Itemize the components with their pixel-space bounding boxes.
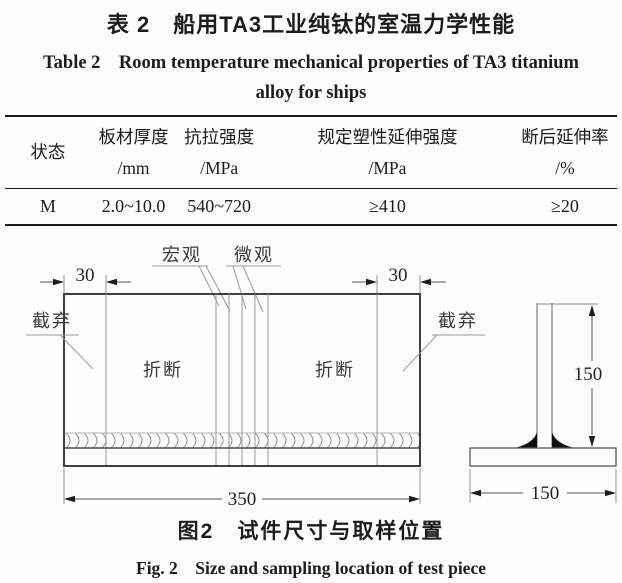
discard-label-right: 截弃 [402,311,485,372]
dim-350-value: 350 [228,489,257,509]
table-title-zh: 表 2 船用TA3工业纯钛的室温力学性能 [106,12,516,37]
col-header-label: 断后延伸率 [521,126,609,147]
dim-150-base: 150 [469,469,617,504]
dim-30-left: 30 [40,265,131,293]
col-header-state: 状态 [5,117,91,188]
arrowhead-icon [53,278,64,286]
label-break-left: 折断 [143,360,183,380]
sampling-labels: 宏观 微观 [152,245,281,313]
arrowhead-icon [605,489,616,497]
table-title-en-line1: Table 2 Room temperature mechanical prop… [43,53,579,73]
dim-150-height: 150 [537,303,603,447]
dim-30-right-value: 30 [389,265,408,286]
fillet-weld-right [552,432,574,448]
vertical-plate [536,303,553,447]
col-header-elongation: 断后延伸率 /% [513,117,617,188]
properties-table: 状态 板材厚度 /mm 抗拉强度 /MPa 规定塑性延伸强度 /MPa 断后延伸… [5,115,617,226]
figure-caption-zh: 图2 试件尺寸与取样位置 [177,520,445,543]
dim-350: 350 [63,468,421,509]
dim-30-left-value: 30 [76,265,95,286]
dim-150-base-value: 150 [531,483,560,504]
col-header-label: 状态 [30,142,66,162]
col-header-unit: /% [555,157,575,178]
col-header-unit: /MPa [368,157,407,178]
cell-tensile: 540~720 [187,196,252,216]
col-header-unit: /mm [117,157,150,178]
cell-proof-strength: ≥410 [369,196,406,216]
tee-joint [469,303,617,467]
dim-150-height-value: 150 [574,364,603,385]
arrowhead-icon [588,305,596,316]
label-micro: 微观 [234,245,274,265]
arrowhead-icon [470,489,481,497]
table-title-en-line2: alloy for ships [255,83,367,103]
weld-seam [65,432,419,449]
arrowhead-icon [409,495,420,503]
arrowhead-icon [588,436,596,447]
col-header-thickness: 板材厚度 /mm [91,117,177,188]
arrowhead-icon [420,278,431,286]
col-header-tensile: 抗拉强度 /MPa [176,117,262,188]
test-piece-diagram: 宏观 微观 30 [26,245,617,509]
label-discard-right: 截弃 [438,311,478,331]
label-discard-left: 截弃 [32,311,72,331]
arrowhead-icon [64,495,75,503]
table-header-row: 状态 板材厚度 /mm 抗拉强度 /MPa 规定塑性延伸强度 /MPa 断后延伸… [5,117,617,189]
cell-state: M [39,196,56,216]
table-data-row: M 2.0~10.0 540~720 ≥410 ≥20 [5,189,617,224]
col-header-unit: /MPa [200,157,239,178]
base-plate [469,447,617,467]
figure-caption-en: Fig. 2 Size and sampling location of tes… [136,558,486,578]
arrowhead-icon [106,278,117,286]
cell-thickness: 2.0~10.0 [101,196,166,216]
arrowhead-icon [366,278,377,286]
col-header-proof-strength: 规定塑性延伸强度 /MPa [262,117,513,188]
fillet-weld-left [515,432,537,448]
label-macro: 宏观 [162,245,202,265]
cell-elongation: ≥20 [550,196,579,216]
col-header-label: 抗拉强度 [184,126,255,147]
col-header-label: 板材厚度 [98,126,169,147]
col-header-label: 规定塑性延伸强度 [317,126,458,147]
label-break-right: 折断 [315,360,355,380]
discard-label-left: 截弃 [26,311,94,370]
dim-30-right: 30 [352,265,446,293]
